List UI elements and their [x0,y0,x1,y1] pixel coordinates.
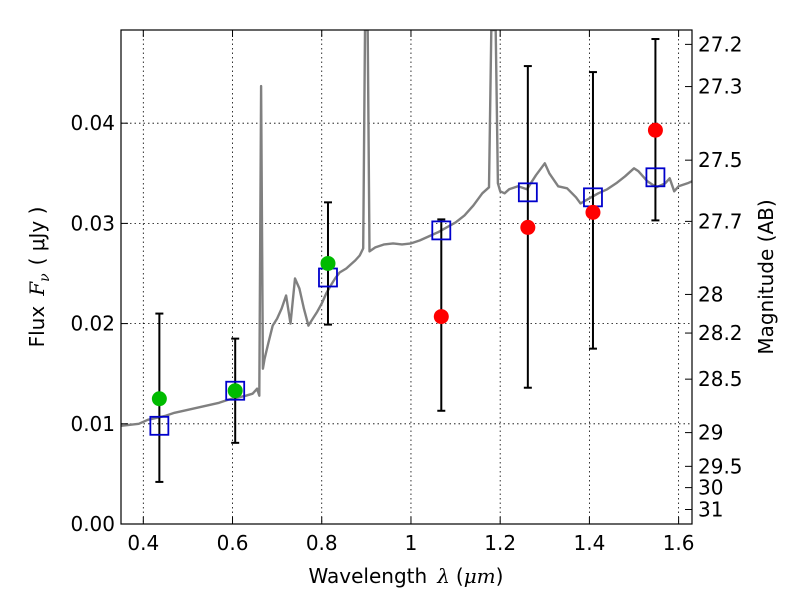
magnitude-tick-label: 29 [698,421,723,445]
magnitude-tick-label: 27.2 [698,32,743,56]
x-tick-label: 1.4 [573,531,605,555]
x-tick-label: 0.6 [217,531,249,555]
model-flux-square [431,220,452,241]
right-axis-title: Magnitude (AB) [754,199,778,354]
x-tick-label: 1 [405,531,418,555]
magnitude-tick-label: 28 [698,282,723,306]
magnitude-tick-label: 28.2 [698,321,743,345]
marker-layer [149,122,666,436]
y-tick-label: 0.00 [70,512,115,536]
observed-flux-point [520,219,536,235]
observed-flux-point [585,204,601,220]
magnitude-tick-label: 31 [698,498,723,522]
model-flux-square [645,167,666,188]
magnitude-tick-label: 28.5 [698,367,743,391]
spectrum-line [121,30,692,427]
y-tick-label: 0.03 [70,211,115,235]
tick-layer: 0.4 0.6 0.8 1 1.2 1.4 1.6 0.00 0.01 0.02 0.03 0.04 2… [70,30,743,555]
y-axis-title: FluxFν( μJy ) [25,207,53,348]
observed-flux-point [647,122,663,138]
y-tick-label: 0.01 [70,412,115,436]
x-axis-title: Wavelength λ (μm) [309,564,504,588]
observed-flux-point [227,383,243,399]
model-flux-square [149,415,170,436]
magnitude-tick-label: 27.5 [698,148,743,172]
magnitude-tick-label: 27.7 [698,209,743,233]
plot-frame [120,29,693,525]
model-flux-square [225,380,246,401]
model-flux-square [517,182,538,203]
observed-flux-point [320,255,336,271]
y-tick-label: 0.02 [70,312,115,336]
observed-flux-point [151,391,167,407]
y-tick-label: 0.04 [70,111,115,135]
spectrum-layer [121,30,692,427]
magnitude-tick-label: 27.3 [698,75,743,99]
x-tick-label: 0.4 [127,531,159,555]
magnitude-tick-label: 30 [698,476,723,500]
grid-lines [121,30,692,524]
magnitude-tick-label: 29.5 [698,454,743,478]
x-tick-label: 1.2 [484,531,516,555]
x-tick-label: 0.8 [306,531,338,555]
x-tick-label: 1.6 [663,531,695,555]
observed-flux-point [433,309,449,325]
errorbar-layer [155,38,660,483]
